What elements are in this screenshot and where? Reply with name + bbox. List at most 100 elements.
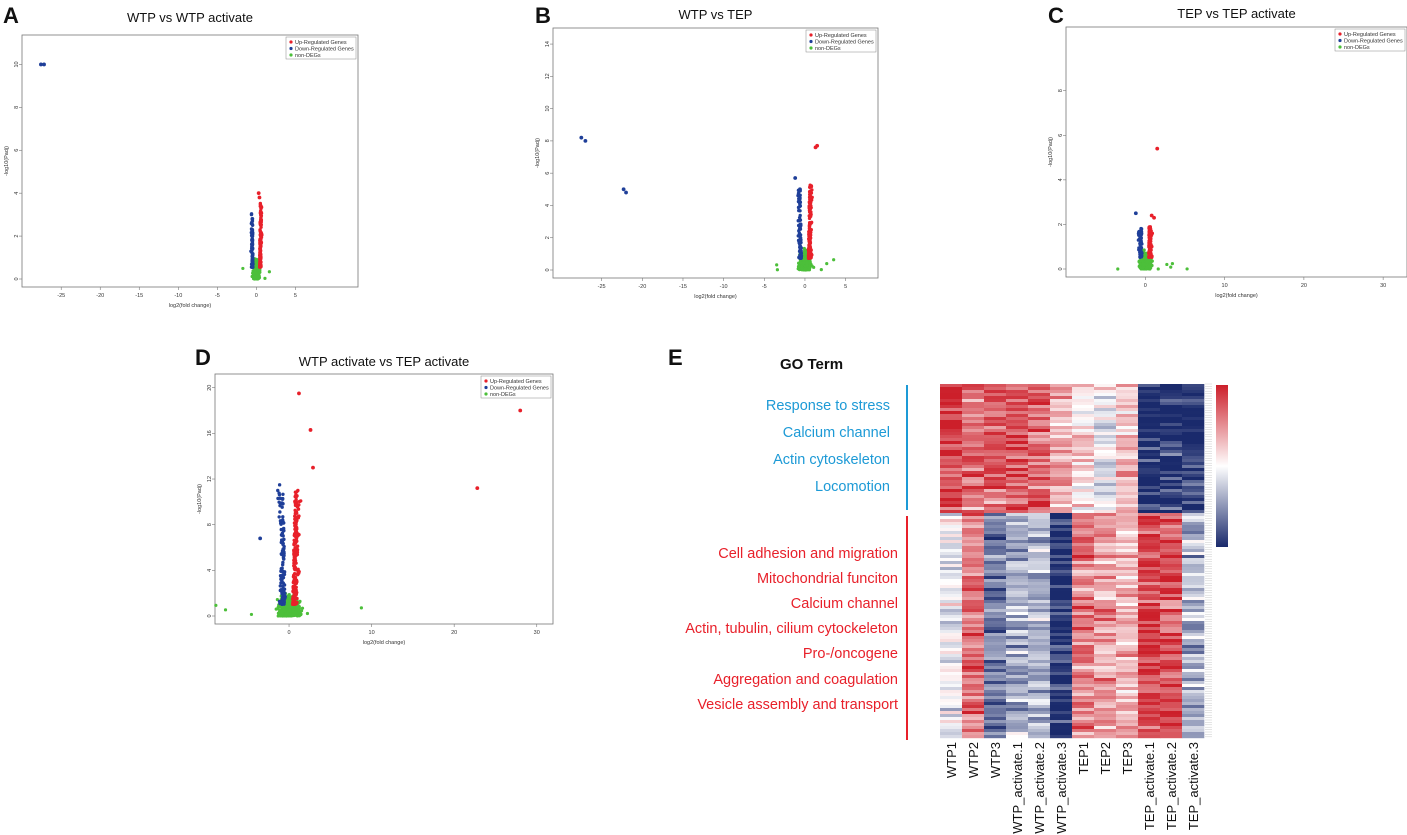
heatmap-cell (962, 654, 985, 658)
heatmap-cell (1006, 603, 1029, 607)
heatmap-cell (940, 438, 963, 442)
heatmap-cell (1028, 438, 1051, 442)
heatmap-cell (1116, 717, 1139, 721)
heatmap-cell (1028, 444, 1051, 448)
heatmap-cell (1138, 501, 1161, 505)
legend-box (805, 29, 877, 53)
heatmap-cell (1182, 438, 1205, 442)
legend-swatch (809, 46, 813, 50)
heatmap-cell (1138, 564, 1161, 568)
heatmap-cell (962, 426, 985, 430)
sample-label: WTP_activate.3 (1054, 742, 1069, 834)
x-tick-label: 5 (294, 293, 297, 299)
heatmap-cell (1006, 708, 1029, 712)
heatmap-cell (1138, 444, 1161, 448)
heatmap-cell (1160, 462, 1183, 466)
heatmap-cell (1028, 666, 1051, 670)
heatmap-cell (1072, 528, 1095, 532)
heatmap-cell (1094, 711, 1117, 715)
heatmap-cell (984, 570, 1007, 574)
heatmap-cell (1116, 600, 1139, 604)
heatmap-column (1182, 384, 1205, 739)
heatmap-cell (1072, 609, 1095, 613)
heatmap-cell (1182, 498, 1205, 502)
x-tick-label: -10 (174, 293, 182, 299)
heatmap-cell (1182, 459, 1205, 463)
heatmap-cell (1072, 444, 1095, 448)
heatmap-cell (1050, 531, 1073, 535)
heatmap-cell (1050, 624, 1073, 628)
heatmap-cell (962, 465, 985, 469)
heatmap-cell (1182, 471, 1205, 475)
heatmap-cell (1050, 699, 1073, 703)
heatmap-cell (1094, 666, 1117, 670)
heatmap-cell (1182, 720, 1205, 724)
heatmap-cell (1028, 735, 1051, 739)
heatmap-cell (1116, 585, 1139, 589)
heatmap-cell (1116, 456, 1139, 460)
heatmap-cell (940, 687, 963, 691)
heatmap-cell (1094, 387, 1117, 391)
heatmap-cell (1072, 558, 1095, 562)
heatmap-cell (1182, 501, 1205, 505)
heatmap-cell (1160, 516, 1183, 520)
heatmap-cell (1072, 420, 1095, 424)
heatmap-cell (1072, 537, 1095, 541)
heatmap-cell (1116, 633, 1139, 637)
heatmap-cell (1028, 624, 1051, 628)
heatmap-cell (1094, 498, 1117, 502)
heatmap-cell (962, 696, 985, 700)
heatmap-cell (940, 537, 963, 541)
y-tick-label: 0 (14, 277, 20, 280)
legend-label: Down-Regulated Genes (295, 47, 354, 53)
heatmap-cell (962, 672, 985, 676)
heatmap-cell (1116, 543, 1139, 547)
heatmap-cell (962, 639, 985, 643)
heatmap-cell (1160, 570, 1183, 574)
heatmap-cell (1094, 600, 1117, 604)
heatmap-cell (984, 735, 1007, 739)
heatmap-cell (1094, 609, 1117, 613)
heatmap-cell (1072, 435, 1095, 439)
heatmap-cell (1160, 603, 1183, 607)
heatmap-cell (940, 675, 963, 679)
heatmap-cell (1028, 714, 1051, 718)
heatmap-cell (1072, 546, 1095, 550)
heatmap-cell (962, 735, 985, 739)
heatmap-cell (1116, 453, 1139, 457)
heatmap-cell (984, 390, 1007, 394)
up-gene-point (258, 265, 263, 269)
y-axis-label: -log10(Padj) (4, 146, 10, 176)
heatmap-cell (1160, 474, 1183, 478)
heatmap-cell (962, 708, 985, 712)
heatmap-cell (1072, 402, 1095, 406)
heatmap-cell (1050, 387, 1073, 391)
heatmap-cell (1182, 456, 1205, 460)
heatmap-cell (1116, 708, 1139, 712)
heatmap-cell (1116, 420, 1139, 424)
heatmap-cell (1006, 648, 1029, 652)
heatmap-cell (1028, 657, 1051, 661)
legend-label: Up-Regulated Genes (295, 40, 347, 46)
heatmap-cell (1028, 498, 1051, 502)
heatmap-cell (984, 579, 1007, 583)
heatmap-cell (1160, 561, 1183, 565)
heatmap-cell (1138, 612, 1161, 616)
heatmap-cell (1182, 654, 1205, 658)
heatmap-cell (1050, 390, 1073, 394)
heatmap-cell (1182, 510, 1205, 514)
heatmap-cell (1138, 666, 1161, 670)
heatmap-cell (1182, 549, 1205, 553)
heatmap-cell (1182, 729, 1205, 733)
heatmap-cell (1160, 600, 1183, 604)
heatmap-cell (1182, 693, 1205, 697)
heatmap-cell (940, 654, 963, 658)
heatmap-cell (1138, 588, 1161, 592)
heatmap-cell (984, 633, 1007, 637)
heatmap-cell (962, 489, 985, 493)
heatmap-cell (1116, 474, 1139, 478)
heatmap-cell (1138, 489, 1161, 493)
heatmap-cell (1116, 606, 1139, 610)
heatmap-cell (1116, 441, 1139, 445)
heatmap-cell (940, 486, 963, 490)
